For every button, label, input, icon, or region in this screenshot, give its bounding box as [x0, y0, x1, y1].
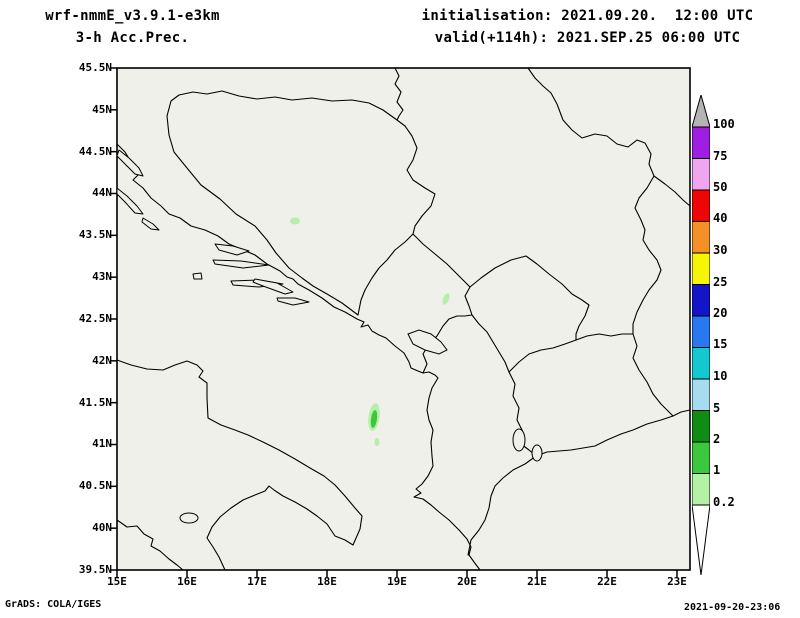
- border-montenegro-kosovo: [464, 286, 473, 316]
- coastline-italy: [116, 359, 363, 571]
- lat-label: 41.5N: [78, 396, 112, 409]
- precip-spot: [370, 410, 378, 428]
- colorbar-label: 30: [713, 243, 728, 257]
- lon-label: 15E: [107, 575, 127, 588]
- colorbar-segment: [692, 315, 710, 348]
- border-bosnia: [166, 90, 436, 316]
- lake-scutari: [407, 329, 448, 355]
- colorbar-arrow-top: [692, 95, 710, 128]
- colorbar-segment: [692, 473, 710, 506]
- precip-spot: [374, 438, 380, 446]
- colorbar-label: 0.2: [713, 495, 735, 509]
- colorbar-segment: [692, 441, 710, 474]
- colorbar-label: 10: [713, 369, 728, 383]
- border-romania-bulgaria-danube: [653, 175, 691, 207]
- precip-spot: [442, 293, 450, 305]
- colorbar-segment: [692, 378, 710, 411]
- product-title: 3-h Acc.Prec.: [75, 30, 190, 46]
- lon-label: 19E: [387, 575, 407, 588]
- lon-label: 17E: [247, 575, 267, 588]
- colorbar-label: 15: [713, 337, 728, 351]
- map-canvas: [110, 67, 691, 577]
- coastline-tyrrhenian: [116, 519, 184, 571]
- island-mljet: [276, 297, 310, 306]
- border-albania-greece: [467, 455, 537, 556]
- border-serbia-montenegro: [412, 233, 471, 288]
- border-macedonia-bulgaria: [632, 333, 674, 417]
- lat-label: 45.5N: [78, 61, 112, 74]
- lon-label: 16E: [177, 575, 197, 588]
- lake-italy: [179, 512, 199, 524]
- grads-credit: GrADS: COLA/IGES: [5, 599, 102, 610]
- colorbar-label: 5: [713, 401, 721, 415]
- colorbar-segment: [692, 158, 710, 191]
- lat-label: 41N: [92, 437, 112, 450]
- lon-label: 21E: [527, 575, 547, 588]
- lat-label: 44N: [92, 186, 112, 199]
- border-macedonia-greece: [535, 415, 674, 457]
- lon-label: 22E: [597, 575, 617, 588]
- border-albania-macedonia: [508, 371, 537, 457]
- colorbar-label: 40: [713, 211, 728, 225]
- border-croatia-serbia: [394, 67, 404, 121]
- lat-label: 45N: [92, 103, 112, 116]
- lat-label: 42N: [92, 354, 112, 367]
- island-hvar: [212, 259, 270, 269]
- island-pag: [116, 149, 144, 177]
- border-kosovo-macedonia: [508, 339, 577, 373]
- border-serbia-bulgaria: [632, 175, 662, 335]
- model-title: wrf-nmmE_v3.9.1-e3km: [45, 8, 220, 24]
- colorbar: [692, 95, 710, 575]
- colorbar-label: 2: [713, 432, 721, 446]
- border-kosovo-serbia: [469, 255, 590, 341]
- colorbar-segment: [692, 189, 710, 222]
- precip-spot: [290, 217, 300, 225]
- colorbar-label: 1: [713, 463, 721, 477]
- island-dugi: [116, 187, 144, 215]
- lon-label: 20E: [457, 575, 477, 588]
- island-vis: [192, 272, 203, 280]
- lon-label: 18E: [317, 575, 337, 588]
- border-montenegro-albania: [422, 314, 473, 374]
- lat-label: 40.5N: [78, 479, 112, 492]
- init-time-label: initialisation: 2021.09.20. 12:00 UTC: [421, 8, 754, 24]
- lat-label: 43N: [92, 270, 112, 283]
- plot-timestamp: 2021-09-20-23:06: [684, 602, 781, 613]
- colorbar-arrow-bottom: [692, 504, 710, 575]
- colorbar-segment: [692, 252, 710, 285]
- peninsula-peljesac: [252, 278, 294, 295]
- colorbar-label: 25: [713, 275, 728, 289]
- island-brac: [214, 243, 250, 256]
- lat-label: 44.5N: [78, 145, 112, 158]
- valid-time-label: valid(+114h): 2021.SEP.25 06:00 UTC: [434, 30, 741, 46]
- lat-label: 39.5N: [78, 563, 112, 576]
- colorbar-label: 20: [713, 306, 728, 320]
- lat-label: 42.5N: [78, 312, 112, 325]
- colorbar-segment: [692, 284, 710, 317]
- lake-ohrid: [512, 428, 526, 452]
- lon-label: 23E: [667, 575, 687, 588]
- island-kornati: [141, 217, 160, 231]
- lat-label: 40N: [92, 521, 112, 534]
- colorbar-segment: [692, 347, 710, 380]
- colorbar-label: 75: [713, 149, 728, 163]
- colorbar-segment: [692, 221, 710, 254]
- map-frame: [116, 67, 691, 571]
- lat-label: 43.5N: [78, 228, 112, 241]
- border-albania-kosovo: [471, 314, 510, 373]
- border-bulgaria-greece: [672, 409, 691, 417]
- border-serbia-macedonia: [575, 333, 634, 341]
- colorbar-label: 100: [713, 117, 735, 131]
- colorbar-segment: [692, 410, 710, 443]
- coastline-adriatic-east: [116, 143, 481, 571]
- lake-prespa: [531, 444, 543, 462]
- border-serbia-romania: [527, 67, 655, 177]
- colorbar-segment: [692, 126, 710, 159]
- colorbar-label: 50: [713, 180, 728, 194]
